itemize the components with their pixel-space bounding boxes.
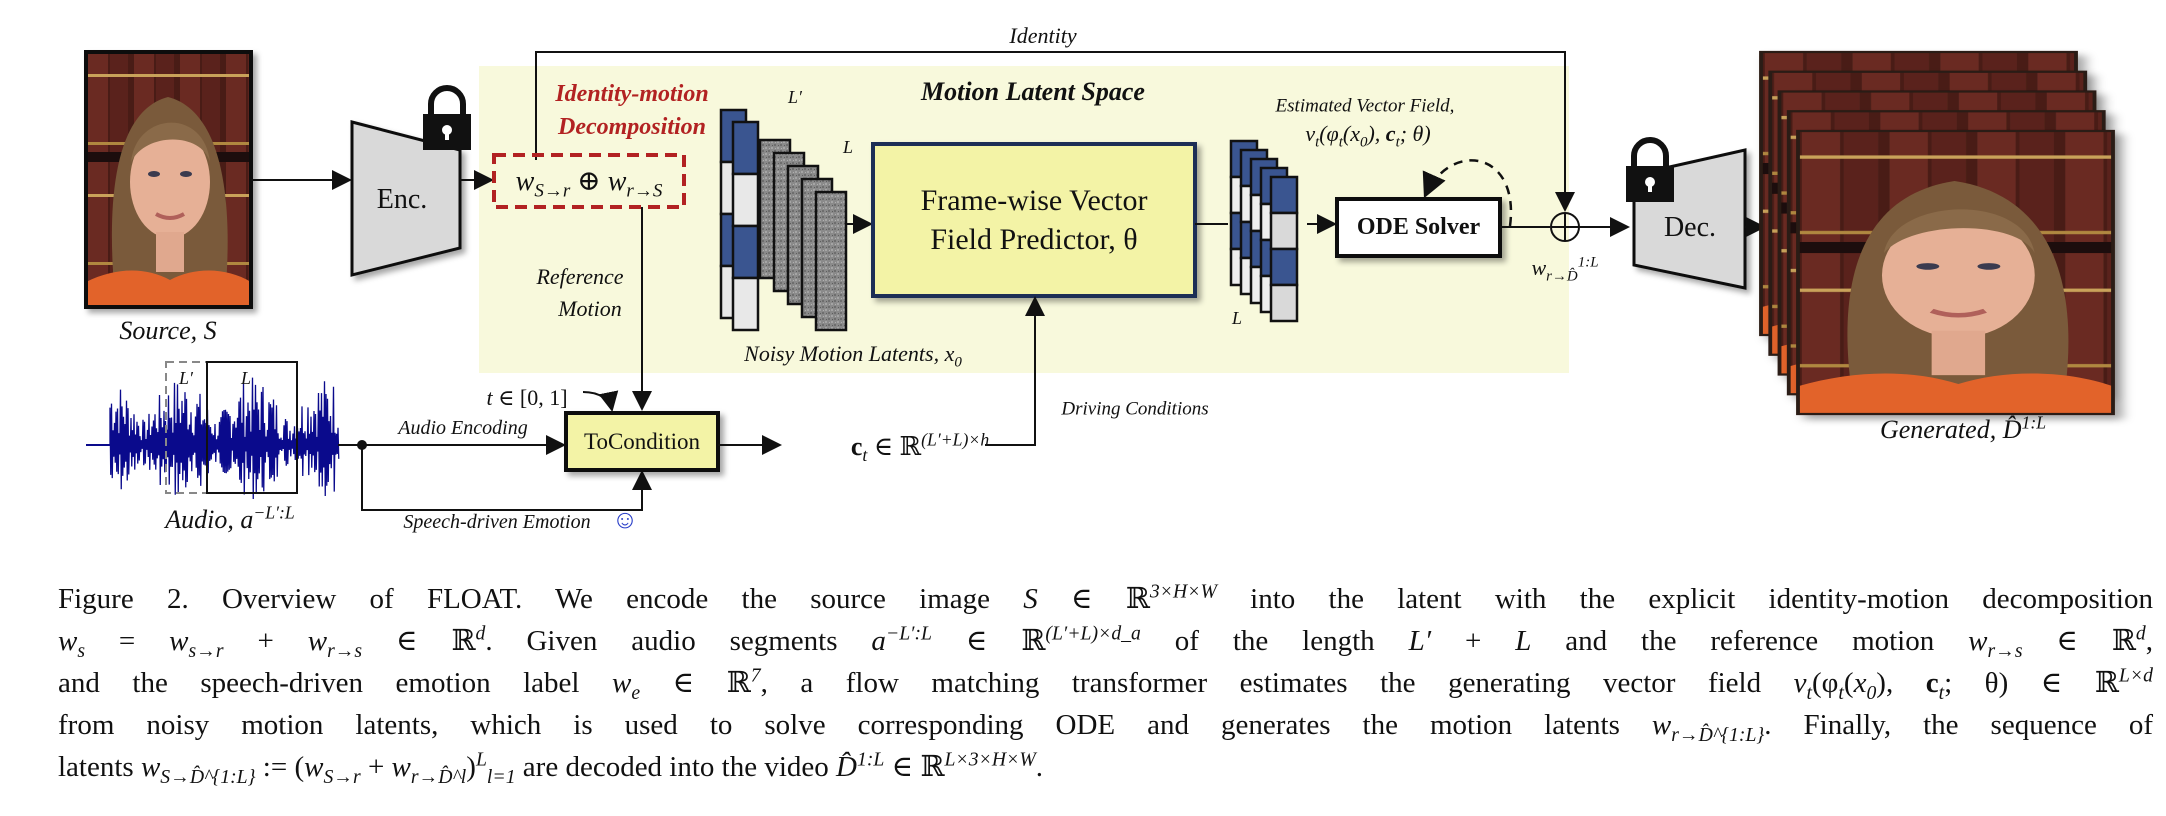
decomposition-box [492, 153, 686, 209]
diagram-shapes [84, 0, 2166, 511]
decomposition-title-2: Decomposition [558, 114, 706, 140]
caption-line: ws = ws→r + wr→s ∈ ℝd. Given audio segme… [58, 622, 2154, 662]
output-length-label: L [1231, 308, 1243, 328]
identity-label: Identity [1009, 23, 1077, 48]
caption-line: and the speech-driven emotion label we ∈… [58, 664, 2153, 704]
identity-skip-arrow [535, 51, 1575, 212]
decoder-label: Dec. [1663, 212, 1717, 243]
generated-caption: Generated, D̂1:L [1879, 412, 2047, 444]
ode-output-label: wr→D̂1:L [1531, 254, 1599, 285]
generated-frame [1798, 131, 2113, 414]
smiley-face-icon: ☺ [611, 505, 639, 534]
decomposition-title: Identity-motion [555, 81, 709, 107]
ode-loop-arrow [1422, 159, 1513, 227]
source-caption: Source, S [119, 316, 217, 345]
latent-token [731, 172, 760, 228]
audio-encoding-label: Audio Encoding [398, 417, 528, 439]
time-label: t ∈ [0, 1] [486, 385, 568, 410]
driving-conditions-arrow [985, 296, 1045, 446]
frame-wise-predictor-block [871, 142, 1197, 298]
predictor-label: Frame-wise Vector Field Predictor, θ [873, 144, 1195, 296]
noisy-latent-stack [719, 108, 848, 332]
vector-field-token [1269, 175, 1299, 215]
latent-token [731, 224, 760, 280]
estimated-field-label: Estimated Vector Field, [1275, 95, 1455, 117]
predictor-label-line1: Frame-wise Vector [920, 184, 1148, 217]
reference-motion-label-2: Motion [558, 296, 622, 321]
generated-frames-stack [1761, 52, 2113, 414]
audio-caption: Audio, a−L′:L [165, 502, 295, 534]
audio-main-window [206, 361, 298, 494]
waveform-path [109, 377, 340, 499]
vector-field-token [1269, 283, 1299, 323]
vector-field-token [1269, 247, 1299, 287]
add-operator-icon [1550, 212, 1580, 242]
tocondition-block [564, 411, 720, 472]
vector-field-token [1269, 211, 1299, 251]
noisy-prefix-length-label: L′ [788, 87, 802, 107]
driving-conditions-label: Driving Conditions [1061, 398, 1209, 420]
encoder-lock-icon [423, 85, 471, 150]
estimated-vector-field-stack [1229, 139, 1299, 323]
encoder-label: Enc. [376, 184, 428, 215]
noisy-latents-label: Noisy Motion Latents, x0 [744, 341, 962, 371]
ode-solver-block [1335, 197, 1502, 258]
estimated-field-formula: vt(φt(x0), ct; θ) [1305, 121, 1431, 151]
caption-line: latents wS→D̂^{1:L} := (wS→r + wr→D̂^l)L… [58, 748, 1044, 788]
predictor-label-line2: Field Predictor, θ [930, 223, 1138, 256]
speech-emotion-label: Speech-driven Emotion [403, 511, 591, 533]
decoder-lock-icon [1626, 137, 1674, 202]
decomposition-formula: wS→r ⊕ wr→S [515, 166, 663, 202]
condition-formula: ct ∈ ℝ(L′+L)×h [850, 429, 990, 466]
audio-prefix-label: L′ [179, 368, 193, 388]
audio-main-label: L [240, 368, 252, 388]
ode-solver-label: ODE Solver [1356, 213, 1481, 240]
noisy-latent-sheet [814, 190, 848, 332]
audio-waveform [109, 377, 340, 499]
motion-latent-space-title: Motion Latent Space [921, 77, 1145, 106]
caption-line: from noisy motion latents, which is used… [58, 709, 2153, 746]
figure-caption: Figure 2. Overview of FLOAT. We encode t… [58, 578, 2153, 788]
source-image [84, 50, 253, 309]
noisy-length-label: L [842, 137, 854, 157]
caption-line: Figure 2. Overview of FLOAT. We encode t… [58, 580, 2153, 615]
tocondition-label: ToCondition [584, 428, 700, 454]
latent-token [731, 120, 760, 176]
latent-token [731, 276, 760, 332]
reference-motion-label: Reference [536, 264, 624, 289]
